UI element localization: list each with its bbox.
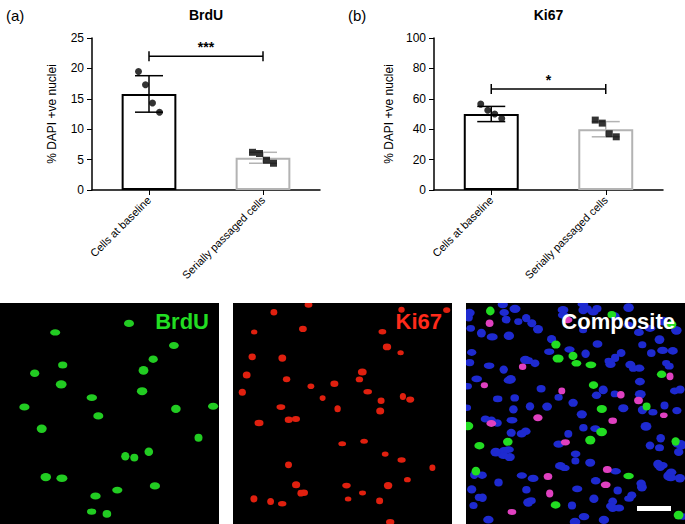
html-text:BrdU: BrdU [155,309,209,334]
svg-text:20: 20 [413,153,427,167]
svg-text:0: 0 [77,183,84,197]
svg-text:40: 40 [413,122,427,136]
svg-text:25: 25 [71,31,85,45]
svg-text:Serially passaged cells: Serially passaged cells [522,193,610,281]
svg-text:0: 0 [419,183,426,197]
svg-text:% DAPI +ve nuclei: % DAPI +ve nuclei [45,64,59,164]
svg-text:20: 20 [71,61,85,75]
svg-text:5: 5 [77,153,84,167]
svg-text:Cells at baseline: Cells at baseline [88,194,153,259]
svg-text:(b): (b) [348,7,366,24]
svg-text:100: 100 [406,31,426,45]
svg-text:Serially passaged cells: Serially passaged cells [180,193,268,281]
svg-text:80: 80 [413,61,427,75]
html-text:Composite: Composite [561,309,675,334]
svg-text:% DAPI +ve nuclei: % DAPI +ve nuclei [382,64,396,164]
svg-text:***: *** [198,39,215,55]
svg-text:*: * [546,72,552,88]
svg-text:BrdU: BrdU [189,7,223,23]
svg-text:Cells at baseline: Cells at baseline [430,194,495,259]
html-text:Ki67: Ki67 [395,309,442,334]
svg-text:10: 10 [71,122,85,136]
svg-text:15: 15 [71,92,85,106]
svg-text:60: 60 [413,92,427,106]
svg-text:(a): (a) [6,7,24,24]
svg-text:Ki67: Ki67 [534,7,564,23]
